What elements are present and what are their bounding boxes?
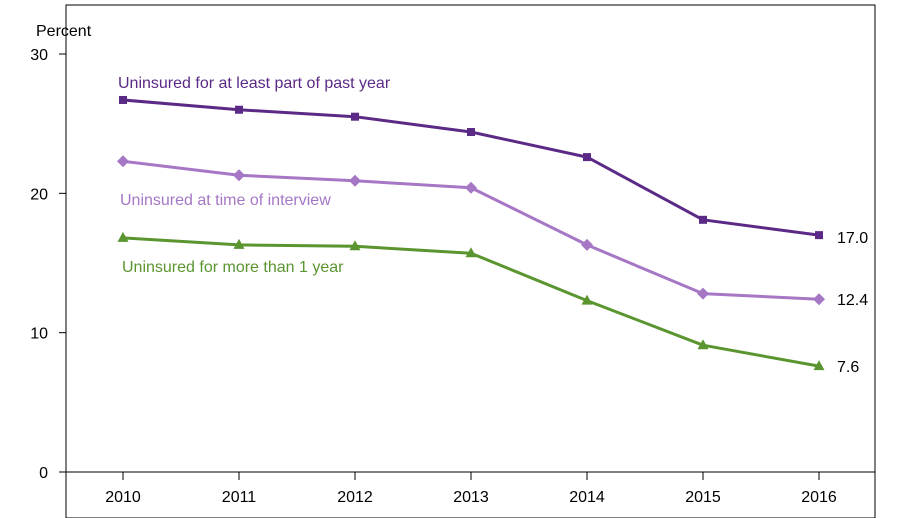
- y-axis-title: Percent: [36, 23, 92, 40]
- data-point-diamond: [697, 287, 709, 300]
- data-point-square: [467, 128, 475, 137]
- data-point-triangle: [581, 294, 593, 305]
- x-tick-label: 2010: [105, 489, 141, 506]
- end-label-more-than-1-year: 7.6: [837, 359, 859, 376]
- data-point-diamond: [581, 238, 593, 251]
- x-tick-label: 2013: [453, 489, 489, 506]
- series-label-time-of-interview: Uninsured at time of interview: [120, 192, 331, 209]
- data-point-triangle: [233, 238, 245, 249]
- series-line-1: [122, 98, 820, 237]
- data-point-diamond: [233, 169, 245, 182]
- data-point-square: [699, 215, 707, 224]
- y-tick-label: 0: [39, 465, 48, 482]
- axes: 0 10 20 30 2010 2011 2012 2013 2014 2015 2016: [30, 47, 875, 506]
- y-tick-label: 30: [30, 47, 48, 64]
- data-point-diamond: [117, 155, 129, 168]
- x-tick-label: 2012: [337, 489, 373, 506]
- data-point-square: [583, 153, 591, 162]
- x-tick-label: 2016: [801, 489, 837, 506]
- series-label-more-than-1-year: Uninsured for more than 1 year: [122, 259, 344, 276]
- data-point-square: [119, 95, 127, 104]
- x-tick-label: 2015: [685, 489, 721, 506]
- x-tick-label: 2014: [569, 489, 605, 506]
- data-point-triangle: [813, 360, 825, 371]
- end-label-past-year: 17.0: [837, 230, 868, 247]
- data-point-triangle: [465, 247, 477, 258]
- y-tick-label: 20: [30, 186, 48, 203]
- data-point-diamond: [813, 293, 825, 306]
- x-tick-label: 2011: [222, 489, 257, 506]
- y-tick-label: 10: [30, 326, 48, 343]
- data-point-triangle: [117, 231, 129, 242]
- data-point-square: [815, 231, 823, 240]
- series-label-past-year: Uninsured for at least part of past year: [118, 75, 391, 92]
- data-point-triangle: [349, 240, 361, 251]
- data-point-square: [235, 105, 243, 114]
- end-label-time-of-interview: 12.4: [837, 292, 868, 309]
- data-point-triangle: [697, 339, 709, 350]
- series-layer: [117, 95, 825, 371]
- data-point-square: [351, 112, 359, 121]
- data-point-diamond: [349, 174, 361, 187]
- data-point-diamond: [465, 181, 477, 194]
